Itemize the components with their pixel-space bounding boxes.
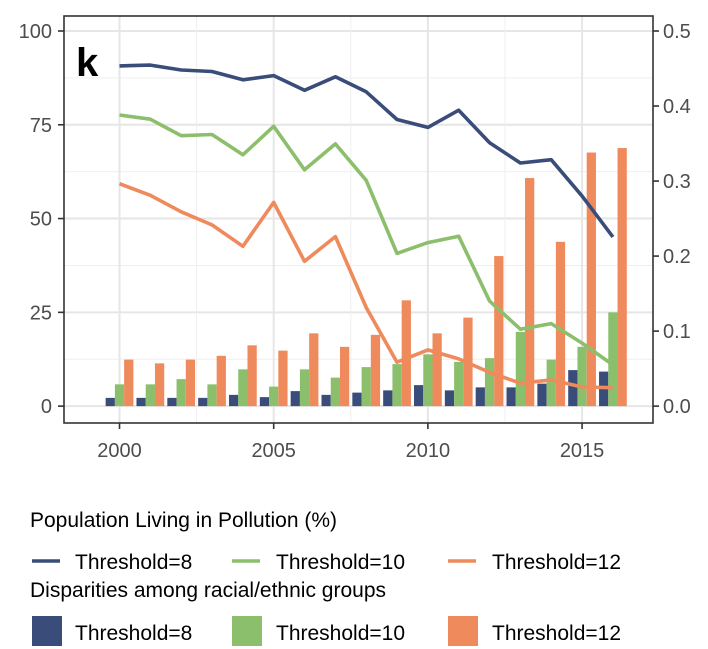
- bar-threshold-8-2015: [568, 370, 578, 407]
- bar-threshold-12-2006: [309, 333, 319, 407]
- bar-threshold-8-2006: [290, 391, 300, 407]
- legend-bar-key-threshold-10: [232, 616, 262, 646]
- bar-threshold-10-2000: [114, 384, 125, 407]
- bar-threshold-12-2007: [339, 346, 350, 407]
- bar-threshold-10-2016: [608, 312, 618, 407]
- bar-threshold-8-2009: [383, 390, 393, 407]
- x-tick-label: 2005: [251, 440, 296, 462]
- bar-threshold-12-2002: [185, 359, 196, 407]
- panel-label: k: [76, 41, 99, 85]
- y-right-tick-label: 0.2: [663, 246, 691, 268]
- y-left-tick-label: 75: [30, 115, 52, 137]
- bar-threshold-12-2001: [154, 363, 165, 407]
- bar-threshold-12-2009: [401, 300, 411, 407]
- bar-threshold-12-2003: [216, 355, 226, 407]
- bar-threshold-10-2008: [361, 367, 371, 407]
- bar-threshold-8-2003: [198, 397, 208, 407]
- bar-threshold-10-2002: [176, 379, 186, 407]
- line-threshold-8: [119, 63, 615, 238]
- y-right-tick-label: 0.3: [663, 171, 691, 193]
- bar-threshold-8-2014: [537, 383, 547, 407]
- bar-threshold-12-2004: [247, 345, 257, 407]
- legend-bar-label: Threshold=10: [276, 622, 405, 645]
- legend-line-title: Population Living in Pollution (%): [30, 509, 337, 532]
- bar-threshold-8-2004: [228, 394, 239, 407]
- panel-border: [63, 15, 654, 424]
- bar-threshold-12-2015: [586, 152, 596, 407]
- legend: Population Living in Pollution (%) Dispa…: [30, 509, 621, 646]
- axes: 0 25 50 75 100 0.0 0.1 0.2 0.3 0.4 0.5 2000 2005 2010…: [19, 21, 691, 462]
- y-right-tick-label: 0.4: [663, 96, 691, 118]
- bar-threshold-10-2011: [454, 361, 464, 407]
- bar-threshold-8-2000: [105, 397, 115, 407]
- bar-threshold-8-2007: [321, 394, 331, 407]
- line-threshold-12: [118, 182, 613, 390]
- x-tick-label: 2010: [406, 440, 451, 462]
- bar-threshold-12-2014: [555, 241, 566, 407]
- bar-threshold-10-2014: [546, 359, 556, 407]
- bar-threshold-12-2010: [432, 333, 442, 407]
- bar-threshold-10-2006: [299, 369, 310, 407]
- bar-threshold-12-2008: [370, 334, 381, 407]
- bar-threshold-10-2005: [269, 386, 279, 407]
- bar-threshold-10-2015: [577, 346, 587, 407]
- bar-threshold-10-2013: [515, 331, 526, 407]
- bar-threshold-8-2001: [136, 397, 146, 407]
- x-tick-label: 2015: [560, 440, 605, 462]
- legend-line-label: Threshold=12: [492, 551, 621, 574]
- bar-threshold-12-2016: [617, 148, 627, 407]
- bar-threshold-10-2009: [392, 364, 402, 407]
- line-threshold-10: [119, 113, 614, 367]
- y-left-tick-label: 50: [30, 209, 52, 231]
- bar-threshold-8-2005: [259, 397, 270, 407]
- legend-line-label: Threshold=8: [75, 551, 192, 574]
- bar-threshold-12-2005: [278, 350, 288, 407]
- legend-bar-title: Disparities among racial/ethnic groups: [30, 579, 386, 602]
- bar-threshold-10-2001: [145, 384, 155, 407]
- bar-threshold-10-2012: [484, 358, 495, 407]
- bar-threshold-8-2002: [167, 397, 177, 407]
- bar-threshold-12-2013: [525, 178, 535, 407]
- x-tick-label: 2000: [97, 440, 142, 462]
- bar-layer: [105, 148, 627, 407]
- legend-bar-label: Threshold=12: [492, 622, 621, 645]
- bar-threshold-12-2012: [494, 256, 504, 407]
- y-left-tick-label: 0: [41, 396, 52, 418]
- bar-threshold-10-2010: [423, 354, 433, 407]
- bar-threshold-8-2011: [444, 390, 455, 407]
- bar-threshold-10-2004: [238, 369, 248, 407]
- bar-threshold-10-2003: [207, 384, 217, 407]
- y-left-tick-label: 25: [30, 302, 52, 324]
- y-right-tick-label: 0.1: [663, 321, 691, 343]
- bar-threshold-8-2012: [475, 387, 485, 407]
- bar-threshold-8-2010: [414, 385, 424, 407]
- bar-threshold-12-2000: [124, 359, 134, 407]
- legend-bar-key-threshold-12: [448, 616, 478, 646]
- bar-threshold-10-2007: [330, 377, 340, 407]
- y-right-tick-label: 0.5: [663, 21, 691, 43]
- line-layer: [118, 63, 615, 390]
- bar-threshold-8-2008: [352, 392, 362, 407]
- y-left-tick-label: 100: [19, 21, 52, 43]
- legend-line-label: Threshold=10: [276, 551, 405, 574]
- y-right-tick-label: 0.0: [663, 396, 691, 418]
- legend-bar-label: Threshold=8: [75, 622, 192, 645]
- legend-bar-key-threshold-8: [32, 616, 62, 646]
- bar-threshold-8-2013: [506, 387, 516, 407]
